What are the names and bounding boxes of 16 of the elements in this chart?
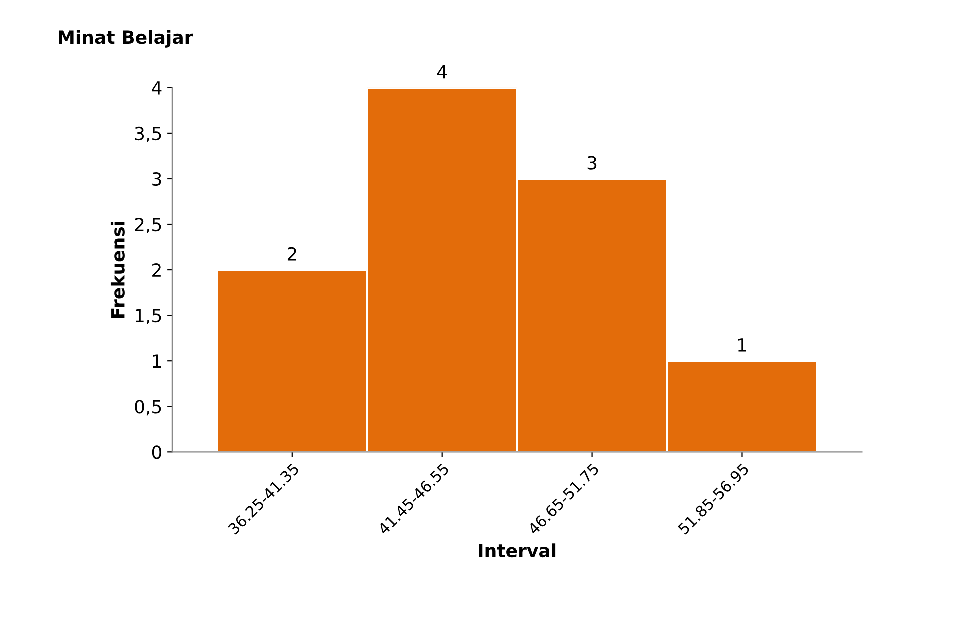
y-tick-label: 1 xyxy=(153,354,162,368)
y-tick-label: 1,5 xyxy=(136,309,162,325)
y-axis-title: Frekuensi xyxy=(110,222,125,318)
y-tick-label: 3 xyxy=(152,172,162,186)
y-tick-label: 4 xyxy=(152,82,162,95)
y-tick-label: 2 xyxy=(152,264,161,277)
data-label: 1 xyxy=(738,338,746,352)
y-tick-label: 2,5 xyxy=(135,218,162,234)
data-label: 3 xyxy=(588,156,597,170)
y-tick-label: 3,5 xyxy=(135,126,162,142)
chart-title: Minat Belajar xyxy=(59,30,194,48)
data-label: 2 xyxy=(288,247,296,261)
x-axis-title: Interval xyxy=(479,544,556,558)
y-tick-label: 0 xyxy=(152,446,162,460)
y-tick-label: 0,5 xyxy=(135,400,162,416)
data-label: 4 xyxy=(437,65,448,79)
